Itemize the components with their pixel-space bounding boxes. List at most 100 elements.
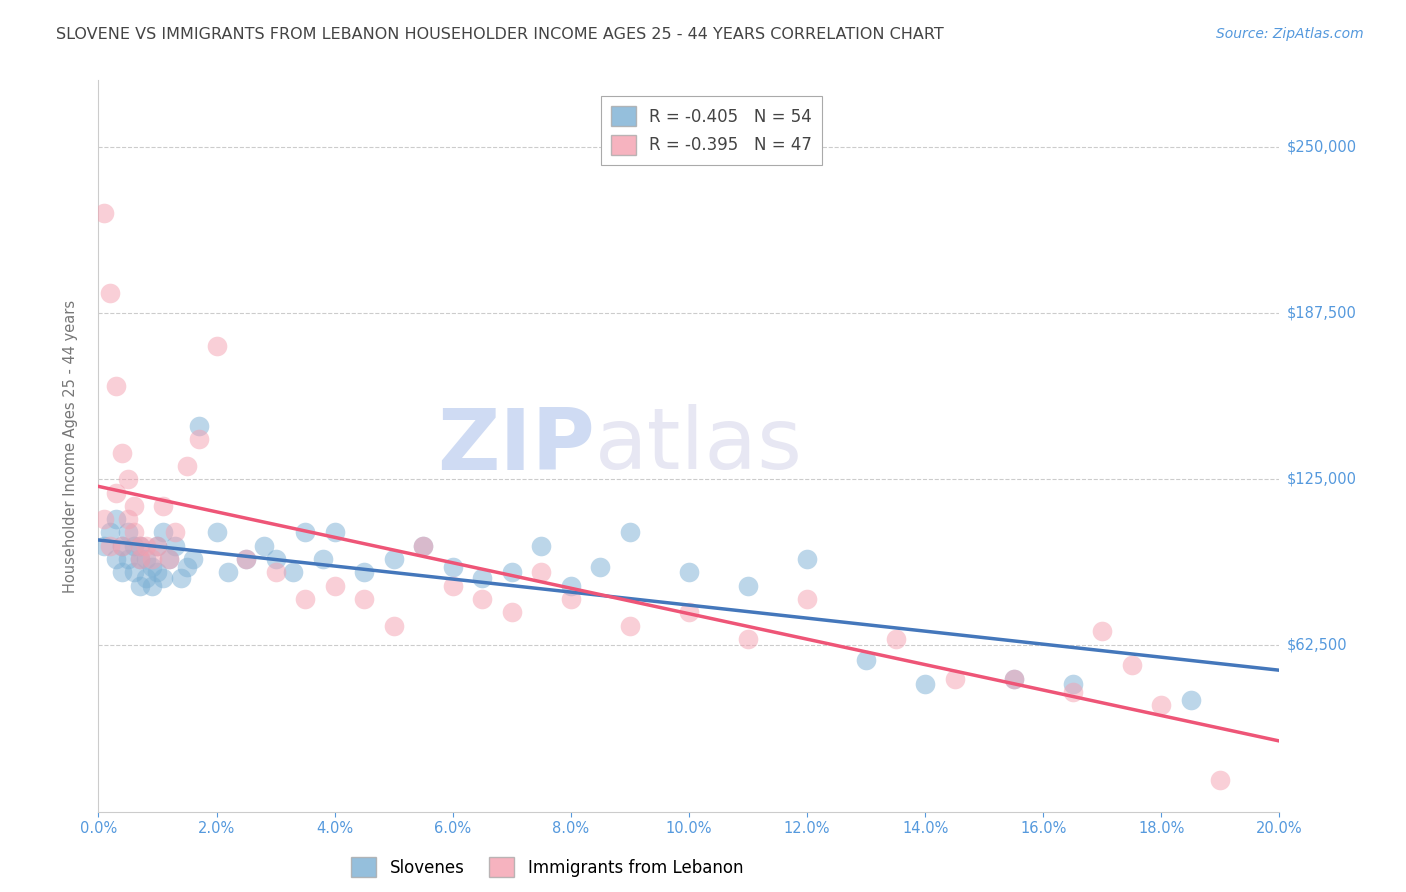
Point bbox=[146, 566, 169, 580]
Point bbox=[353, 566, 375, 580]
Point bbox=[122, 499, 145, 513]
Point bbox=[93, 206, 115, 220]
Point bbox=[146, 539, 169, 553]
Point bbox=[294, 591, 316, 606]
Point bbox=[176, 560, 198, 574]
Text: $62,500: $62,500 bbox=[1286, 638, 1347, 653]
Point bbox=[105, 512, 128, 526]
Point bbox=[105, 552, 128, 566]
Point bbox=[205, 525, 228, 540]
Point bbox=[157, 552, 180, 566]
Point bbox=[1002, 672, 1025, 686]
Point bbox=[283, 566, 305, 580]
Point bbox=[117, 525, 139, 540]
Point bbox=[796, 591, 818, 606]
Point bbox=[412, 539, 434, 553]
Point bbox=[1150, 698, 1173, 713]
Point bbox=[117, 472, 139, 486]
Point bbox=[323, 525, 346, 540]
Point bbox=[187, 419, 209, 434]
Point bbox=[135, 539, 157, 553]
Point bbox=[111, 566, 134, 580]
Point bbox=[152, 499, 174, 513]
Point bbox=[855, 653, 877, 667]
Point bbox=[105, 485, 128, 500]
Point bbox=[205, 339, 228, 353]
Point bbox=[235, 552, 257, 566]
Point bbox=[737, 632, 759, 646]
Point bbox=[141, 579, 163, 593]
Point bbox=[141, 552, 163, 566]
Point bbox=[914, 677, 936, 691]
Point bbox=[1062, 677, 1084, 691]
Point bbox=[111, 539, 134, 553]
Point bbox=[264, 552, 287, 566]
Text: $125,000: $125,000 bbox=[1286, 472, 1357, 487]
Point bbox=[105, 379, 128, 393]
Point bbox=[1209, 772, 1232, 787]
Point bbox=[737, 579, 759, 593]
Point bbox=[471, 591, 494, 606]
Point bbox=[128, 552, 150, 566]
Point bbox=[1180, 693, 1202, 707]
Point bbox=[884, 632, 907, 646]
Point bbox=[135, 552, 157, 566]
Point bbox=[560, 579, 582, 593]
Point bbox=[122, 525, 145, 540]
Point bbox=[560, 591, 582, 606]
Point bbox=[111, 539, 134, 553]
Point bbox=[796, 552, 818, 566]
Point bbox=[122, 566, 145, 580]
Point bbox=[128, 539, 150, 553]
Point bbox=[117, 512, 139, 526]
Point bbox=[1002, 672, 1025, 686]
Point bbox=[165, 525, 187, 540]
Point bbox=[93, 512, 115, 526]
Text: $250,000: $250,000 bbox=[1286, 139, 1357, 154]
Point bbox=[943, 672, 966, 686]
Point bbox=[98, 539, 121, 553]
Point bbox=[382, 552, 405, 566]
Point bbox=[1121, 658, 1143, 673]
Point bbox=[323, 579, 346, 593]
Point bbox=[98, 286, 121, 301]
Point bbox=[235, 552, 257, 566]
Point bbox=[128, 552, 150, 566]
Point bbox=[619, 618, 641, 632]
Point bbox=[128, 579, 150, 593]
Text: Source: ZipAtlas.com: Source: ZipAtlas.com bbox=[1216, 27, 1364, 41]
Legend: Slovenes, Immigrants from Lebanon: Slovenes, Immigrants from Lebanon bbox=[344, 850, 749, 884]
Point bbox=[264, 566, 287, 580]
Point bbox=[312, 552, 335, 566]
Point bbox=[471, 571, 494, 585]
Point bbox=[135, 571, 157, 585]
Point bbox=[501, 605, 523, 619]
Point bbox=[98, 525, 121, 540]
Text: ZIP: ZIP bbox=[437, 404, 595, 488]
Point bbox=[117, 552, 139, 566]
Text: $187,500: $187,500 bbox=[1286, 306, 1357, 320]
Text: atlas: atlas bbox=[595, 404, 803, 488]
Point bbox=[146, 539, 169, 553]
Point bbox=[382, 618, 405, 632]
Point bbox=[412, 539, 434, 553]
Point bbox=[141, 560, 163, 574]
Point bbox=[253, 539, 276, 553]
Point bbox=[176, 458, 198, 473]
Point bbox=[111, 445, 134, 459]
Point bbox=[93, 539, 115, 553]
Point bbox=[294, 525, 316, 540]
Point bbox=[441, 560, 464, 574]
Point bbox=[122, 539, 145, 553]
Point bbox=[589, 560, 612, 574]
Point bbox=[217, 566, 239, 580]
Point bbox=[501, 566, 523, 580]
Point bbox=[152, 571, 174, 585]
Y-axis label: Householder Income Ages 25 - 44 years: Householder Income Ages 25 - 44 years bbox=[63, 300, 77, 592]
Point bbox=[530, 566, 553, 580]
Point bbox=[619, 525, 641, 540]
Point bbox=[678, 566, 700, 580]
Point bbox=[181, 552, 204, 566]
Point bbox=[152, 525, 174, 540]
Point bbox=[170, 571, 193, 585]
